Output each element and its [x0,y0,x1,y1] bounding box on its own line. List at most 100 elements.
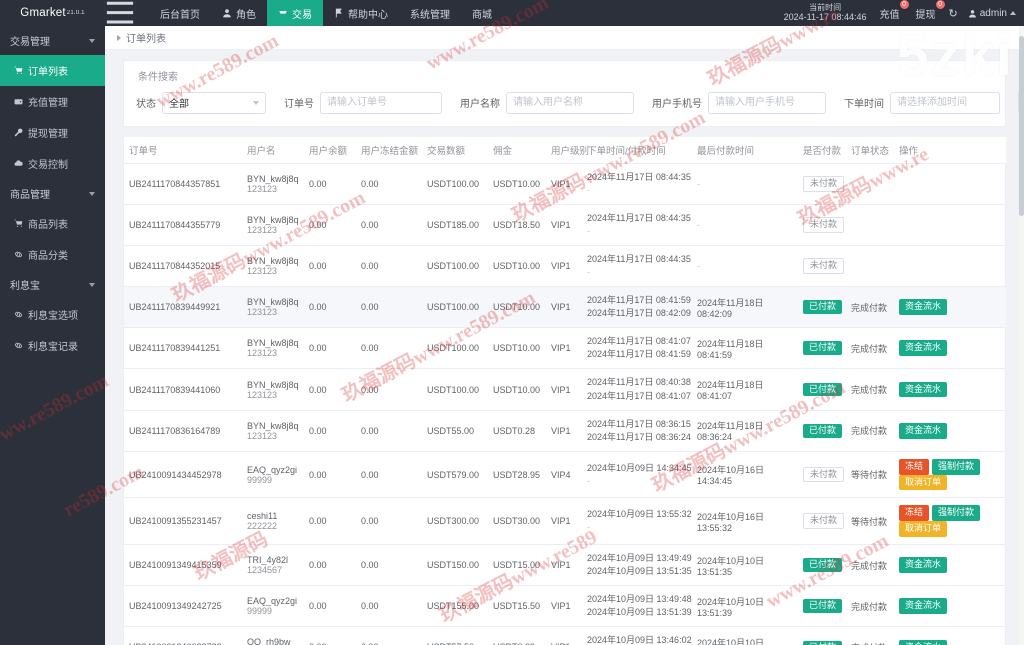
cell-created-paid-time: 2024年10月09日 13:46:022024年10月09日 13:46:34 [582,626,692,645]
table-row[interactable]: UB2411170844357851 BYN_kw8j8q 123123 0.00 0.… [124,163,1006,206]
cell-balance: 0.00 [304,368,356,411]
cell-level: VIP1 [546,368,582,411]
page-scrollbar-track[interactable] [1019,0,1024,645]
cell-frozen: 0.00 [356,626,422,645]
status-badge: 未付款 [803,217,845,234]
order-no-input[interactable] [320,91,442,114]
cell-commission: USDT18.50 [488,204,546,247]
cell-level: VIP1 [546,204,582,247]
sidebar-item-interest-records[interactable]: 利息宝记录 [0,330,105,361]
topnav-item-trade[interactable]: 交易 [267,0,323,26]
withdraw-button[interactable]: 提现 0 [913,0,946,21]
breadcrumb-arrow-icon [117,34,121,41]
action-button[interactable]: 取消订单 [899,521,948,538]
cell-level: VIP1 [546,286,582,329]
cell-order-no: UB2411170839441251 [124,327,242,370]
sidebar-item-product-category[interactable]: 商品分类 [0,239,105,270]
sidebar-group-product-management[interactable]: 商品管理 [0,179,105,208]
sidebar-collapse-icon[interactable] [105,0,135,26]
cell-user: EAQ_qyz2gi 99999 [242,451,304,499]
order-date-input[interactable] [890,91,1000,114]
cell-frozen: 0.00 [356,163,422,206]
sidebar-item-product-list[interactable]: 商品列表 [0,208,105,239]
cell-operations [894,204,1006,247]
table-row[interactable]: UB2410091349242725 EAQ_qyz2gi 99999 0.00 0.0… [124,585,1006,628]
action-button[interactable]: 冻结 [899,458,930,475]
cell-last-paid-time: 2024年11月18日 08:42:09 [692,286,798,329]
cell-last-paid-time: 2024年10月10日 13:46:34 [692,626,798,645]
action-button[interactable]: 资金流水 [899,340,948,357]
action-button[interactable]: 强制付款 [932,458,981,475]
withdraw-badge: 0 [934,0,946,10]
current-time-label: 当前时间 [809,3,842,13]
status-select[interactable]: 全部 [162,91,266,114]
content-area: 条件搜索 状态 全部 订单号 用户名称 [105,50,1024,645]
table-row[interactable]: UB2410091346028782OO_rh9bw123456780.000.… [124,626,1006,645]
action-button[interactable]: 资金流水 [899,598,948,615]
sidebar-group-trade-management[interactable]: 交易管理 [0,26,105,55]
sidebar-item-interest-options[interactable]: 利息宝选项 [0,299,105,330]
sidebar-item-recharge-management[interactable]: 充值管理 [0,86,105,117]
user-menu[interactable]: admin [968,8,1016,19]
topnav-item-help[interactable]: 帮助中心 [323,0,399,26]
sidebar-group-label-trade: 交易管理 [10,37,50,48]
cell-level: VIP1 [546,544,582,587]
cell-commission: USDT0.28 [488,410,546,452]
page-scrollbar-thumb[interactable] [1019,36,1024,216]
status-badge: 已付款 [803,640,843,645]
sidebar-label-product-category: 商品分类 [28,251,68,262]
table-row[interactable]: UB2411170839441251 BYN_kw8j8q 123123 0.00 0.… [124,327,1006,370]
table-row[interactable]: UB2410091355231457 ceshi11 222222 0.00 0.00 U… [124,497,1006,546]
action-button[interactable]: 资金流水 [899,381,948,398]
action-button[interactable]: 资金流水 [899,557,948,574]
action-button[interactable]: 资金流水 [899,639,948,645]
table-row[interactable]: UB2411170839441060 BYN_kw8j8q 123123 0.00 0.… [124,368,1006,411]
user-name: admin [979,7,1007,19]
action-button[interactable]: 强制付款 [932,505,981,522]
filter-label-phone: 用户手机号 [652,99,702,110]
sidebar-group-interest-treasure[interactable]: 利息宝 [0,270,105,299]
table-row[interactable]: UB2411170844352015 BYN_kw8j8q 123123 0.00 0.… [124,245,1006,288]
sidebar-item-order-list[interactable]: 订单列表 [0,55,105,86]
topnav-item-role[interactable]: 角色 [211,0,267,26]
action-button[interactable]: 取消订单 [899,474,948,491]
app-logo[interactable]: Gmarket 21.0.1 [0,0,105,26]
balance-icon [278,8,288,18]
table-row[interactable]: UB2411170839449921 BYN_kw8j8q 123123 0.00 0.… [124,286,1006,329]
cell-amount: USDT100.00 [422,327,488,370]
sidebar-item-trade-control[interactable]: 交易控制 [0,148,105,179]
col-created-paid-time: 下单时间/付款时间 [582,137,692,164]
action-button[interactable]: 资金流水 [899,422,948,439]
table-row[interactable]: UB2410091434452978 EAQ_qyz2gi 99999 0.00 0.0… [124,451,1006,499]
cell-order-no: UB2410091346028782 [124,626,242,645]
cell-frozen: 0.00 [356,368,422,411]
topnav-item-home[interactable]: 后台首页 [135,0,211,26]
cell-created-paid-time: 2024年10月09日 13:49:49 2024年10月09日 13:51:35 [582,544,692,587]
cell-order-no: UB2411170844357851 [124,163,242,206]
cell-last-paid-time: 2024年10月10日 13:51:39 [692,585,798,628]
user-icon [222,8,232,18]
cell-order-status [846,245,894,288]
orders-table-card: 订单号 用户名 用户余额 用户冻结金额 交易数额 佣金 用户级别 下单时间/付款… [123,137,1006,645]
cell-operations: 资金流水 [894,327,1006,370]
cell-frozen: 0.00 [356,585,422,628]
col-order-status: 订单状态 [846,137,894,164]
topnav-item-mall[interactable]: 商城 [461,0,503,26]
action-button[interactable]: 资金流水 [899,299,948,316]
cell-order-no: UB2410091355231457 [124,497,242,546]
table-row[interactable]: UB2411170844355779 BYN_kw8j8q 123123 0.00 0.… [124,204,1006,247]
username-input[interactable] [506,91,634,114]
cell-amount: USDT150.00 [422,544,488,587]
link-icon [13,310,23,319]
action-button[interactable]: 冻结 [899,505,930,522]
cell-is-paid: 已付款 [798,544,846,587]
phone-input[interactable] [708,91,826,114]
refresh-icon[interactable]: ↻ [948,7,958,20]
cell-order-no: UB2411170839449921 [124,286,242,329]
table-row[interactable]: UB2410091349415359 TRI_4y82l 1234567 0.00 0.… [124,544,1006,587]
topnav-item-system[interactable]: 系统管理 [399,0,461,26]
table-row[interactable]: UB2411170836164789 BYN_kw8j8q 123123 0.00 0.… [124,410,1006,452]
recharge-button[interactable]: 充值 0 [877,0,910,21]
sidebar-item-withdraw-management[interactable]: 提现管理 [0,117,105,148]
cell-created-paid-time: 2024年10月09日 13:49:48 2024年10月09日 13:51:39 [582,585,692,628]
